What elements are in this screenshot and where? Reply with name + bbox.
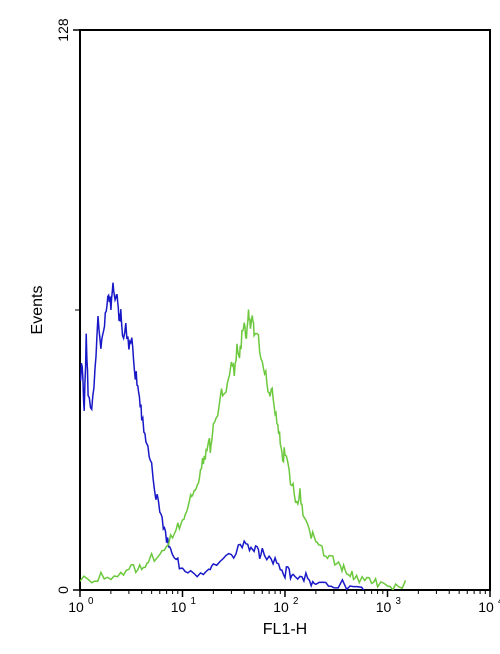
svg-text:Events: Events [29,286,46,335]
svg-text:1: 1 [191,596,196,607]
svg-text:3: 3 [396,596,402,607]
svg-text:FL1-H: FL1-H [263,621,307,638]
svg-text:10: 10 [478,599,494,615]
svg-text:0: 0 [55,586,71,594]
svg-text:10: 10 [376,599,392,615]
svg-text:128: 128 [55,18,71,42]
series-control [80,283,372,595]
svg-text:10: 10 [273,599,289,615]
svg-text:10: 10 [171,599,187,615]
flow-cytometry-chart: 100101102103104FL1-H0128Events [0,0,500,654]
svg-text:10: 10 [68,599,84,615]
chart-container: 100101102103104FL1-H0128Events [0,0,500,654]
svg-text:2: 2 [293,596,298,607]
svg-text:0: 0 [88,596,94,607]
